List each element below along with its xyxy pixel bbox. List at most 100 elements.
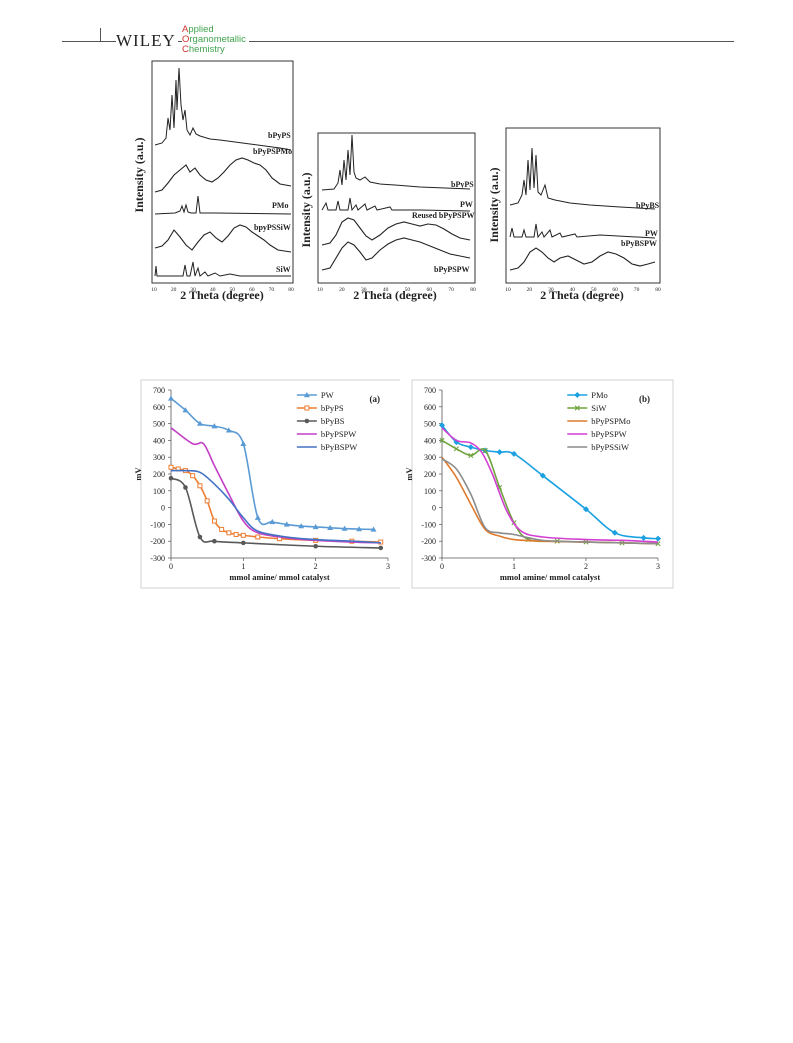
xrd-trace-bPyPS [154,67,292,151]
chart-a-series-pw-point [168,395,174,401]
chart-a-series-bpybs-point [168,475,174,481]
xrd-label-PMo: PMo [272,201,288,210]
xrd-xtick-label: 30 [548,287,554,293]
chart-a-xtick-label: 2 [314,562,318,571]
chart-b-series-pmo-point [655,535,661,542]
chart-a-series-bpyps-point [190,473,196,479]
chart-a-series-pw-point [211,423,218,429]
xrd-trace-PMo [154,195,292,215]
chart-a-ytick-label: -100 [150,520,165,529]
xrd-label-PW: PW [460,200,473,209]
journal-name: Applied Organometallic Chemistry [182,25,249,55]
xrd-figure: Intensity (a.u.) 2 Theta (degree) 10 20 30… [132,60,661,302]
chart-b-ytick-label: 600 [424,403,436,412]
chart-b-ytick-label: 300 [424,453,436,462]
chart-a-series-bpyps-point [226,530,232,536]
chart-a-series-bpyps-point [255,534,261,540]
xrd-trace-SiW [154,261,291,277]
xrd-label-bpyPSSiW: bpyPSSiW [254,223,291,232]
chart-b-ytick-label: 200 [424,470,436,479]
chart-a-ytick-label: 200 [153,470,165,479]
titration-chart-a: -300 -200 -100 0 100 200 300 400 500 600 700 0 1 2 3 mV… [133,379,400,589]
chart-a-xtick-label: 1 [241,562,245,571]
chart-b-frame [411,379,674,589]
chart-a-series-pw-point [356,526,363,532]
xrd-xtick-label: 60 [612,287,618,293]
xrd-xtick-label: 20 [527,287,533,293]
xrd-xtick-label: 10 [317,287,323,293]
chart-a-series-bpybs-point [197,534,203,540]
chart-b-legend-bpypspw-label: bPyPSPW [591,429,626,439]
chart-b-ytick-label: 700 [424,386,436,395]
xrd-label-bPyPS: bPyPS [268,131,291,140]
chart-a-series-pw-point [182,407,189,413]
xrd-label-bPyPSPW: bPyPSPW [434,265,470,274]
xrd-panel-1-frame [151,60,294,284]
chart-b-series-siw-point [453,446,459,452]
chart-b-series-pmo-point [640,534,647,541]
xrd-trace-PW-3 [509,223,656,239]
chart-a-series-pw-point [327,524,334,530]
chart-b-panel-label: (b) [639,394,650,404]
chart-b-ytick-label: -100 [421,520,436,529]
chart-a-series-bpybs-point [212,538,217,544]
chart-a-series-bpybs-point [241,540,246,546]
chart-a-ytick-label: 100 [153,487,165,496]
xrd-xtick-label: 30 [190,287,196,293]
chart-b-ytick-label: 400 [424,436,436,445]
xrd-panel-1-ylabel: Intensity (a.u.) [132,137,146,212]
chart-a-series-pw-point [312,523,319,530]
xrd-xtick-label: 50 [405,287,411,293]
chart-a-frame [140,379,400,589]
chart-b-series-bpypspmo-line [441,456,659,545]
xrd-panel-3-frame [505,127,661,284]
xrd-xtick-label: 80 [655,287,661,293]
chart-a-series-bpyps-point [233,531,239,537]
chart-a-series-bpyps-point [211,518,217,524]
chart-b-legend-bpypssiw-label: bPyPSSiW [591,442,629,452]
xrd-xtick-label: 70 [448,287,454,293]
journal-line-2: Organometallic [182,34,246,45]
chart-b-ytick-label: 0 [432,504,436,513]
chart-a-legend-bpybs-label: bPyBS [321,416,345,426]
xrd-label-bPyBSPW: bPyBSPW [621,239,657,248]
xrd-trace-PW [321,197,471,212]
xrd-panel-3-xticks: 10 20 30 40 50 60 70 80 [505,287,661,293]
chart-a-ytick-label: -200 [150,537,165,546]
chart-b-series-pmo-point [583,506,589,513]
chart-a-series-pw-point [298,523,305,529]
xrd-panel-2: Intensity (a.u.) 2 Theta (degree) 10 20 30… [299,132,476,302]
chart-a-legend-bpybs-marker [304,418,310,424]
chart-b-legend-pmo-marker [574,392,581,398]
chart-a-series-bpybspw-line [170,469,381,544]
chart-b-series-bpypspw-line [441,427,659,543]
xrd-trace-bPyPS-2 [321,134,471,191]
chart-b-xlabel: mmol amine/ mmol catalyst [500,572,600,582]
xrd-panel-2-ylabel: Intensity (a.u.) [299,172,313,247]
chart-a-legend-bpypspw-label: bPyPSPW [321,429,356,439]
chart-a-ytick-label: -300 [150,554,165,563]
chart-b-series-siw-point [468,452,474,459]
header-rule [62,41,734,42]
chart-b-ytick-label: 100 [424,487,436,496]
xrd-panel-1-xticks: 10 20 30 40 50 60 70 80 [151,287,294,293]
chart-b-series-pmo-point [467,444,474,451]
xrd-xtick-label: 30 [361,287,367,293]
chart-a-legend-bpybspw-label: bPyBSPW [321,442,357,452]
chart-a-series-bpyps-point [204,498,210,504]
xrd-panel-3-xlabel: 2 Theta (degree) [540,288,624,302]
chart-a-series-bpyps-point [168,464,174,470]
chart-a-series-pw-point [370,526,377,532]
xrd-trace-bPyBSPW [509,247,656,271]
xrd-xtick-label: 50 [230,287,236,293]
chart-a-series-bpybs-point [183,485,188,490]
chart-a-series-pw-point [254,514,261,520]
chart-b-xtick-label: 3 [656,562,660,571]
xrd-trace-bPyBS [509,147,656,210]
xrd-trace-bPyPSPW [321,237,471,271]
xrd-xtick-label: 70 [269,287,275,293]
xrd-panel-2-xlabel: 2 Theta (degree) [353,288,437,302]
chart-a-xlabel: mmol amine/ mmol catalyst [229,572,329,582]
xrd-label-bPyPSPMo: bPyPSPMo [253,147,292,156]
chart-a-ytick-label: 600 [153,403,165,412]
